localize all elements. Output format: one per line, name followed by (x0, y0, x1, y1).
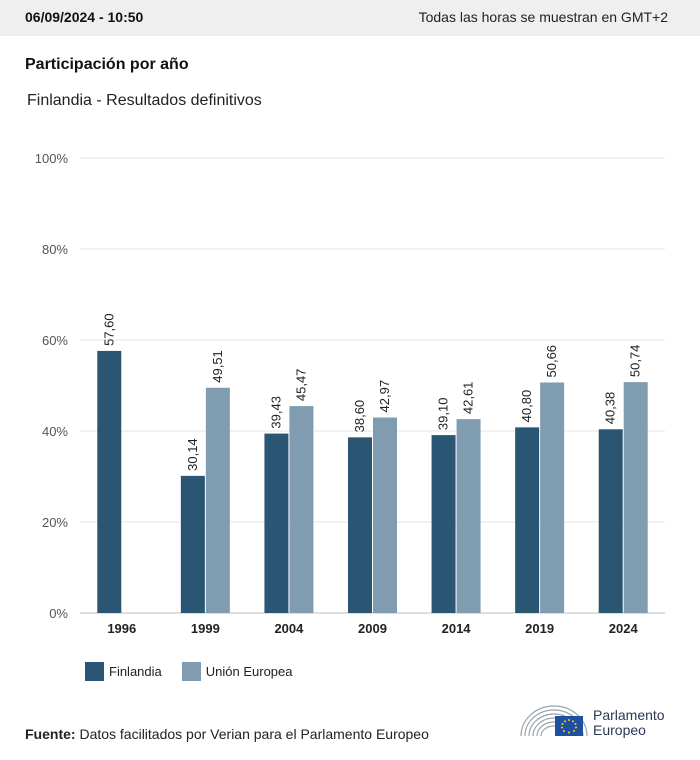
bar-finlandia[interactable] (264, 433, 289, 613)
y-tick-label: 100% (35, 151, 69, 166)
y-tick-label: 60% (42, 333, 68, 348)
logo-text: Parlamento Europeo (593, 708, 665, 738)
bar-finlandia[interactable] (598, 429, 623, 613)
legend-item-union-europea[interactable]: Unión Europea (181, 661, 293, 681)
bar-chart: 0% 20% 40% 60% 80% 100% 57,60 30,14 49,51 39,43 4… (35, 151, 665, 636)
value-label: 30,14 (185, 438, 200, 471)
value-label: 49,51 (210, 350, 225, 383)
bar-finlandia[interactable] (180, 475, 205, 613)
legend-swatch-union-europea (181, 661, 201, 681)
value-label: 39,10 (436, 398, 451, 431)
bars (97, 350, 648, 613)
legend-swatch-finlandia (85, 661, 104, 681)
bar-finlandia[interactable] (431, 435, 456, 613)
source-note: Fuente: Datos facilitados por Verian par… (25, 726, 429, 742)
parliament-logo: Parlamento Europeo (519, 700, 679, 742)
value-label: 40,38 (603, 392, 618, 425)
bar-union-europea[interactable] (456, 419, 481, 613)
legend-item-finlandia[interactable]: Finlandia (85, 661, 162, 681)
y-tick-label: 80% (42, 242, 68, 257)
value-label: 57,60 (101, 313, 116, 346)
x-tick-label: 2004 (274, 621, 304, 636)
value-labels: 57,60 30,14 49,51 39,43 45,47 38,60 42,97 39,10… (101, 313, 642, 470)
logo-line-1: Parlamento (593, 707, 665, 723)
legend: Finlandia Unión Europea (85, 661, 313, 681)
value-label: 40,80 (519, 390, 534, 423)
legend-label-finlandia: Finlandia (109, 663, 162, 679)
y-tick-label: 0% (49, 606, 68, 621)
x-axis-ticks: 1996 1999 2004 2009 2014 2019 2024 (107, 621, 638, 636)
y-tick-label: 20% (42, 515, 68, 530)
value-label: 42,97 (377, 380, 392, 413)
logo-line-2: Europeo (593, 722, 646, 738)
value-label: 45,47 (293, 369, 308, 402)
x-tick-label: 1999 (191, 621, 220, 636)
y-tick-label: 40% (42, 424, 68, 439)
datetime: 06/09/2024 - 10:50 (25, 9, 144, 25)
bar-union-europea[interactable] (289, 406, 314, 613)
value-label: 38,60 (352, 400, 367, 433)
value-label: 39,43 (268, 396, 283, 429)
chart-subtitle: Finlandia - Resultados definitivos (27, 92, 262, 109)
chart-title: Participación por año (25, 56, 189, 73)
legend-label-union-europea: Unión Europea (205, 663, 293, 679)
bar-finlandia[interactable] (348, 437, 372, 613)
x-tick-label: 2014 (442, 621, 472, 636)
value-label: 50,74 (628, 345, 643, 378)
bar-finlandia[interactable] (97, 350, 122, 613)
x-tick-label: 2019 (525, 621, 554, 636)
bar-union-europea[interactable] (205, 387, 230, 613)
bar-union-europea[interactable] (540, 382, 565, 613)
timezone-note: Todas las horas se muestran en GMT+2 (418, 9, 668, 25)
y-axis-ticks: 0% 20% 40% 60% 80% 100% (35, 151, 69, 621)
x-tick-label: 2024 (609, 621, 639, 636)
bar-union-europea[interactable] (373, 417, 397, 613)
grid-lines (80, 157, 665, 614)
hemicycle-icon (520, 705, 588, 737)
bar-union-europea[interactable] (623, 382, 648, 613)
source-label: Fuente: (25, 726, 76, 742)
x-tick-label: 2009 (358, 621, 387, 636)
source-text: Datos facilitados por Verian para el Par… (79, 726, 429, 742)
x-tick-label: 1996 (107, 621, 136, 636)
value-label: 42,61 (461, 382, 476, 415)
bar-finlandia[interactable] (515, 427, 540, 613)
value-label: 50,66 (544, 345, 559, 378)
top-bar: 06/09/2024 - 10:50 Todas las horas se mu… (0, 0, 700, 36)
